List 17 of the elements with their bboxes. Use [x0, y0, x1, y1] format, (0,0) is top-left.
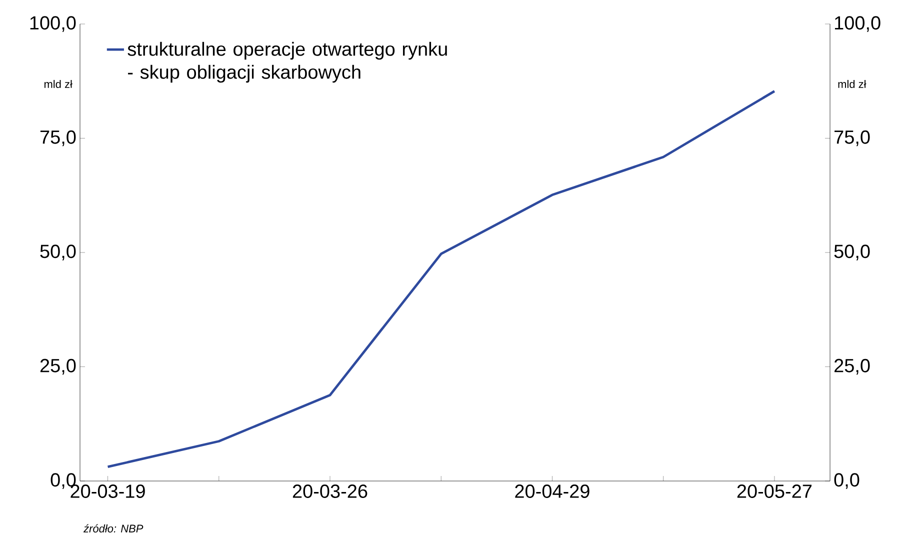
x-tick-label: 20-03-26 — [292, 484, 368, 498]
x-tick-label: 20-05-27 — [737, 484, 812, 498]
legend-label: strukturalne operacje otwartego rynku - skup obligacji skarbowych — [128, 42, 447, 83]
y-tick-label: 50,0 — [834, 244, 870, 260]
text: mld zł — [838, 80, 866, 88]
y2-tick-label: 25,0 — [40, 358, 76, 375]
x-tick-label: 20-04-29 — [515, 484, 590, 498]
y2-tick-label: 100,0 — [30, 16, 76, 32]
y-tick-label: 100,0 — [834, 16, 880, 32]
text: mld zł — [44, 80, 72, 88]
y-tick-label: 75,0 — [834, 130, 870, 146]
line-series — [106, 90, 776, 468]
y-tick-label: 0,0 — [834, 473, 860, 489]
y2-tick-label: 50,0 — [40, 244, 76, 260]
y-tick-label: 25,0 — [834, 358, 870, 375]
text: źródło: NBP — [83, 524, 144, 532]
y2-tick-label: 75,0 — [40, 130, 76, 146]
